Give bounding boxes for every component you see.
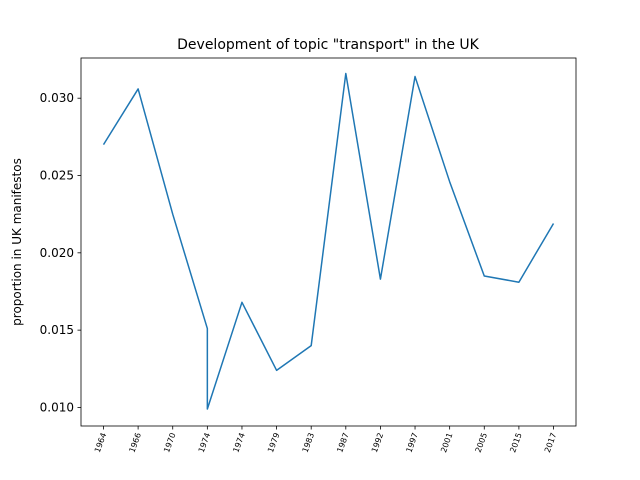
plot-frame	[80, 57, 577, 427]
y-tick-label: 0.020	[40, 246, 74, 260]
y-tick-label: 0.025	[40, 169, 74, 183]
y-axis-label: proportion in UK manifestos	[10, 158, 24, 326]
y-tick-label: 0.030	[40, 91, 74, 105]
y-tick-label: 0.015	[40, 323, 74, 337]
line-series	[102, 72, 555, 410]
chart-title: Development of topic "transport" in the …	[177, 37, 480, 53]
y-tick-label: 0.010	[40, 400, 74, 414]
